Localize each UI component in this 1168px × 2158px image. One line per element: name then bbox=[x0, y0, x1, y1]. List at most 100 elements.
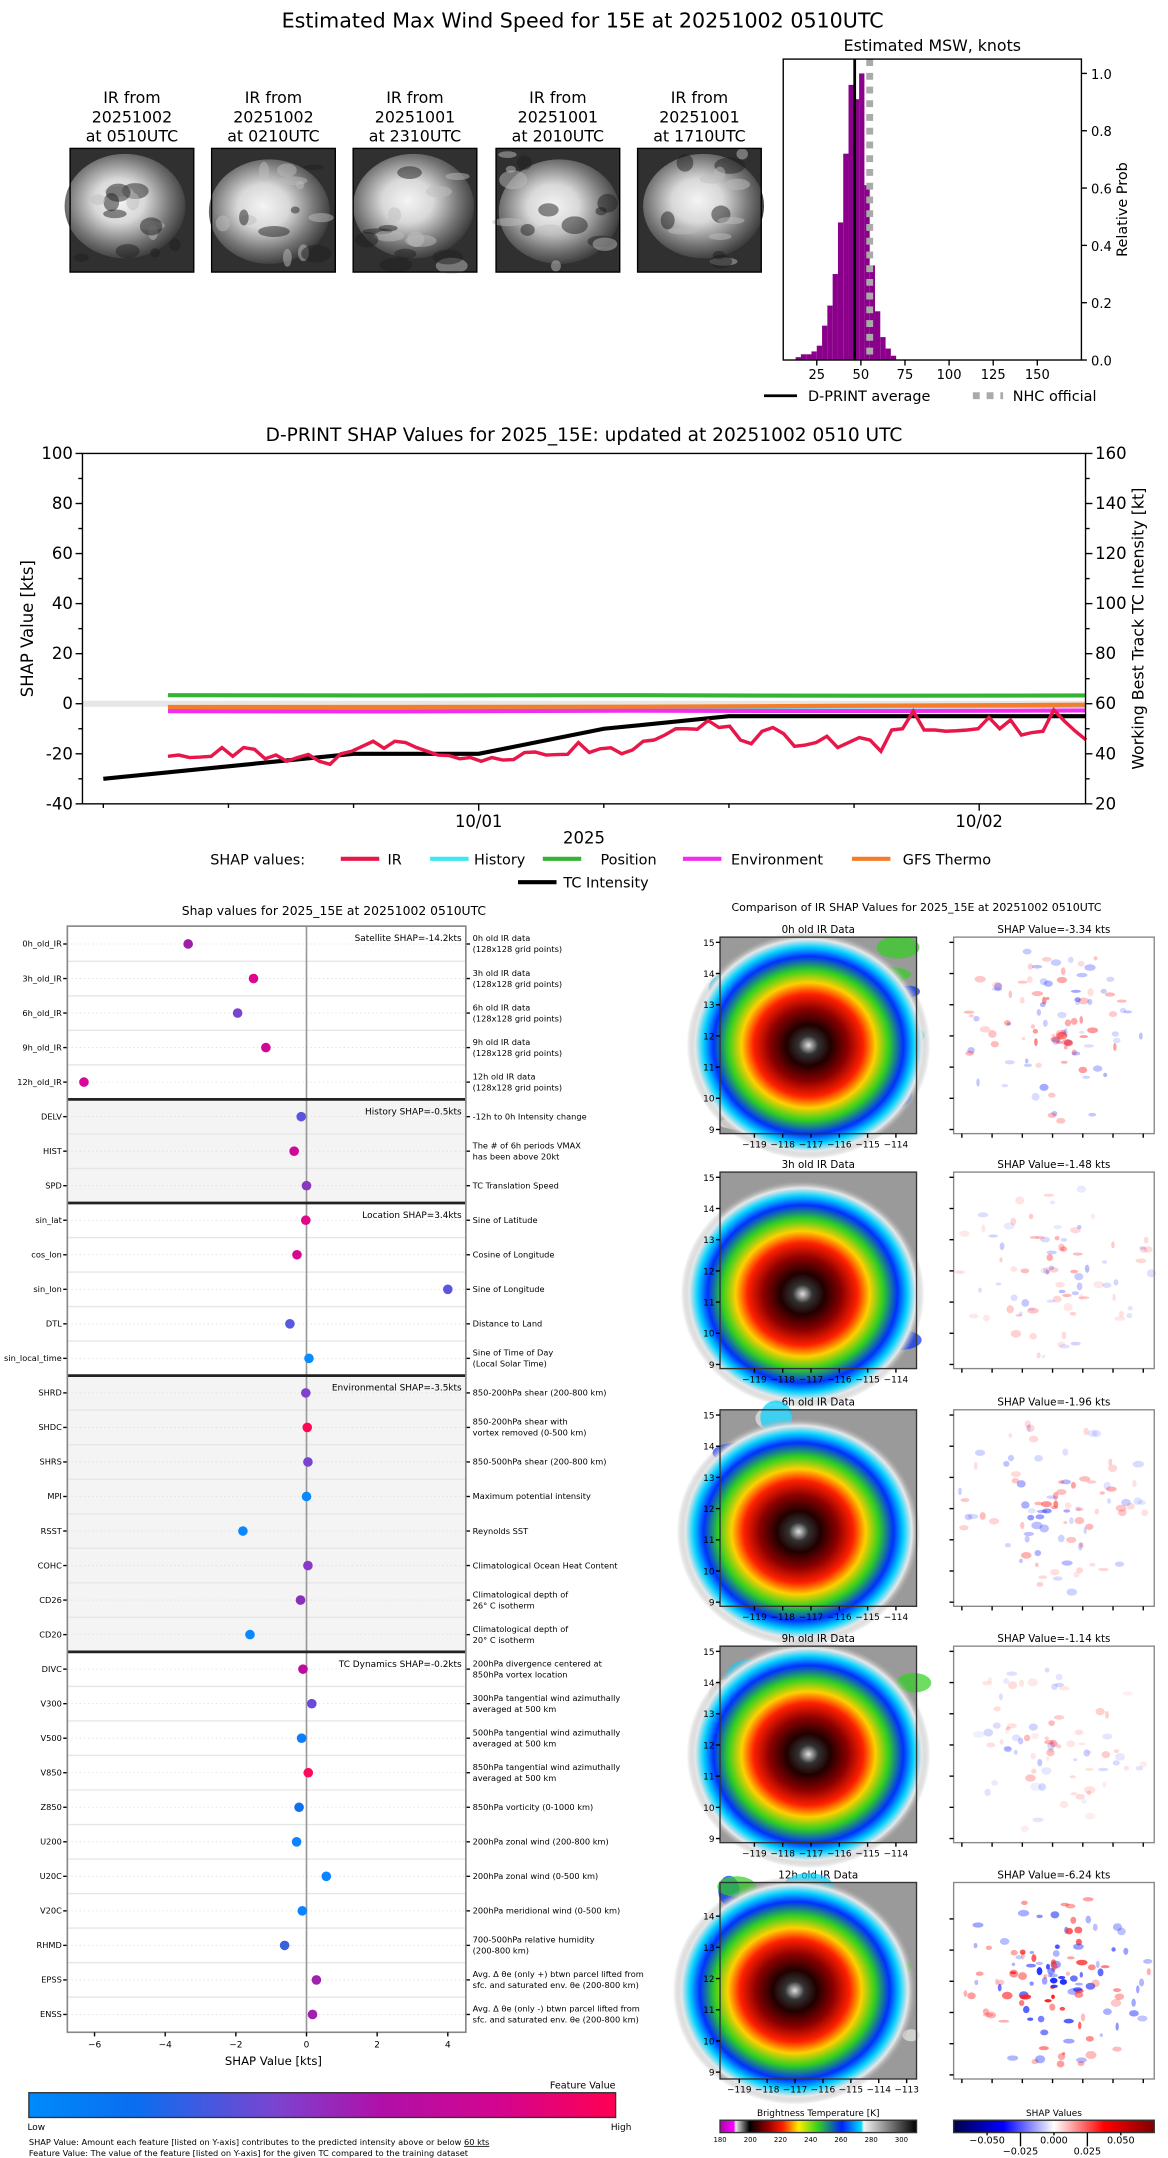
histogram-bar bbox=[837, 222, 844, 361]
shap-anomaly bbox=[972, 1731, 985, 1738]
shap-anomaly bbox=[1048, 1265, 1055, 1271]
shap-anomaly bbox=[1098, 1767, 1109, 1772]
cloud-texture bbox=[169, 238, 181, 252]
shap-anomaly bbox=[1143, 1959, 1153, 1964]
series-line-ir bbox=[167, 707, 1088, 767]
lat-tick-label: 13 bbox=[703, 1001, 714, 1011]
shap-anomaly bbox=[1065, 1927, 1073, 1935]
shap-anomaly bbox=[1084, 1264, 1090, 1273]
ir-cloud-band bbox=[876, 936, 920, 959]
shap-anomaly bbox=[1085, 2051, 1097, 2060]
shap-anomaly bbox=[1061, 2052, 1066, 2056]
shap-anomaly bbox=[1011, 1734, 1021, 1742]
shap-anomaly bbox=[973, 1015, 980, 1022]
shap-anomaly bbox=[1019, 1679, 1025, 1687]
shap-anomaly bbox=[1048, 1747, 1054, 1753]
cloud-texture bbox=[105, 183, 131, 202]
cloud-texture bbox=[432, 249, 464, 265]
bt-tick-label: 220 bbox=[774, 2136, 787, 2144]
shap-anomaly bbox=[1143, 1246, 1153, 1253]
lat-tick-label: 12 bbox=[703, 1975, 714, 1985]
shap-background bbox=[953, 1646, 1155, 1843]
feature-description: Climatological depth of bbox=[473, 1624, 570, 1634]
shap-anomaly bbox=[1074, 1729, 1084, 1736]
shap-anomaly bbox=[1001, 1084, 1009, 1088]
shap-anomaly bbox=[1070, 1481, 1076, 1489]
y-tick-label: -40 bbox=[46, 794, 73, 813]
shap-anomaly bbox=[1078, 2021, 1082, 2030]
shap-anomaly bbox=[1126, 1502, 1135, 1510]
feature-description: 9h old IR data bbox=[473, 1037, 531, 1047]
ir-thumbnail-image bbox=[352, 147, 478, 274]
shap-anomaly bbox=[1004, 1746, 1012, 1753]
shap-anomaly bbox=[1050, 1741, 1060, 1747]
shap-anomaly bbox=[1058, 1289, 1066, 1294]
cloud-mass bbox=[498, 159, 620, 264]
shap-anomaly bbox=[1038, 1575, 1048, 1580]
x-tick-label: 10/01 bbox=[455, 812, 502, 831]
histogram-bar bbox=[827, 305, 833, 361]
shap-dot-U200 bbox=[291, 1836, 302, 1847]
shap-dot-V500 bbox=[296, 1733, 307, 1744]
figure-title: Estimated Max Wind Speed for 15E at 2025… bbox=[282, 8, 884, 32]
shap-anomaly bbox=[1057, 1534, 1065, 1543]
shap-anomaly bbox=[988, 1517, 1000, 1525]
feature-label: 9h_old_IR bbox=[22, 1042, 62, 1052]
lon-tick-label: −114 bbox=[884, 1140, 909, 1150]
lat-tick-label: 15 bbox=[703, 939, 714, 949]
shap-anomaly bbox=[1046, 1299, 1056, 1303]
lon-tick-label: −117 bbox=[799, 1849, 824, 1859]
shap-anomaly bbox=[991, 987, 1003, 992]
shap-panel-title: SHAP Value=-1.48 kts bbox=[997, 1159, 1110, 1171]
shap-anomaly bbox=[967, 1046, 975, 1054]
shap-anomaly bbox=[1043, 980, 1053, 987]
shap-anomaly bbox=[963, 1010, 975, 1014]
thumbnail-frame bbox=[495, 147, 621, 273]
shap-dot-DTL bbox=[285, 1319, 295, 1329]
bt-tick-label: 300 bbox=[895, 2136, 908, 2144]
y-tick-label: 80 bbox=[52, 494, 73, 513]
lat-tick-label: 14 bbox=[703, 1679, 715, 1689]
feature-label: sin_local_time bbox=[4, 1353, 62, 1363]
feature-description: Cosine of Longitude bbox=[473, 1250, 555, 1260]
shap-anomaly bbox=[1034, 1501, 1043, 1506]
shap-anomaly bbox=[1139, 1761, 1148, 1768]
y2-tick-label: 80 bbox=[1095, 644, 1116, 663]
dotplot-title: Shap values for 2025_15E at 20251002 051… bbox=[182, 904, 486, 918]
shap-anomaly bbox=[1076, 1567, 1083, 1574]
group-shap-label: History SHAP=-0.5kts bbox=[365, 1107, 462, 1117]
shap-anomaly bbox=[1031, 1768, 1037, 1774]
shap-anomaly bbox=[1100, 988, 1107, 994]
shap-anomaly bbox=[1112, 1760, 1120, 1766]
histogram-bar bbox=[800, 354, 807, 361]
ir-comparison-title: Comparison of IR SHAP Values for 2025_15… bbox=[731, 901, 1101, 914]
shap-anomaly bbox=[1082, 1897, 1094, 1902]
shap-anomaly bbox=[1075, 1793, 1085, 1800]
thumbnail-frame bbox=[69, 147, 195, 273]
group-shap-label: Location SHAP=3.4kts bbox=[362, 1211, 462, 1221]
shap-anomaly bbox=[1082, 1075, 1090, 1079]
shap-anomaly bbox=[1054, 1236, 1060, 1241]
shap-anomaly bbox=[1038, 1783, 1047, 1791]
x-tick-label: −6 bbox=[88, 2040, 101, 2050]
feature-description: (128x128 grid points) bbox=[473, 1013, 562, 1023]
shap-dot-U20C bbox=[321, 1871, 332, 1882]
lat-tick-label: 11 bbox=[703, 1536, 714, 1546]
shap-anomaly bbox=[1115, 1504, 1127, 1512]
shap-anomaly bbox=[1085, 1915, 1092, 1924]
x-tick-label: 4 bbox=[445, 2040, 451, 2050]
feature-label: CD20 bbox=[39, 1629, 62, 1639]
shap-anomaly bbox=[1010, 1266, 1018, 1272]
shap-dot-9h_old_IR bbox=[261, 1042, 271, 1053]
ir-image bbox=[672, 1873, 920, 2105]
shap-anomaly bbox=[1085, 2035, 1094, 2042]
shap-anomaly bbox=[1051, 1110, 1058, 1117]
x-tick-label: 10/02 bbox=[955, 812, 1002, 831]
shap-anomaly bbox=[1029, 1333, 1037, 1340]
legend-label: History bbox=[474, 852, 526, 868]
brightness-temperature-colorbar bbox=[719, 2119, 918, 2134]
lat-tick-label: 15 bbox=[703, 1648, 714, 1658]
x-tick-label: −4 bbox=[159, 2040, 172, 2050]
dotplot-xlabel: SHAP Value [kts] bbox=[225, 2054, 322, 2068]
feature-description: 850hPa tangential wind azimuthally bbox=[473, 1762, 621, 1772]
